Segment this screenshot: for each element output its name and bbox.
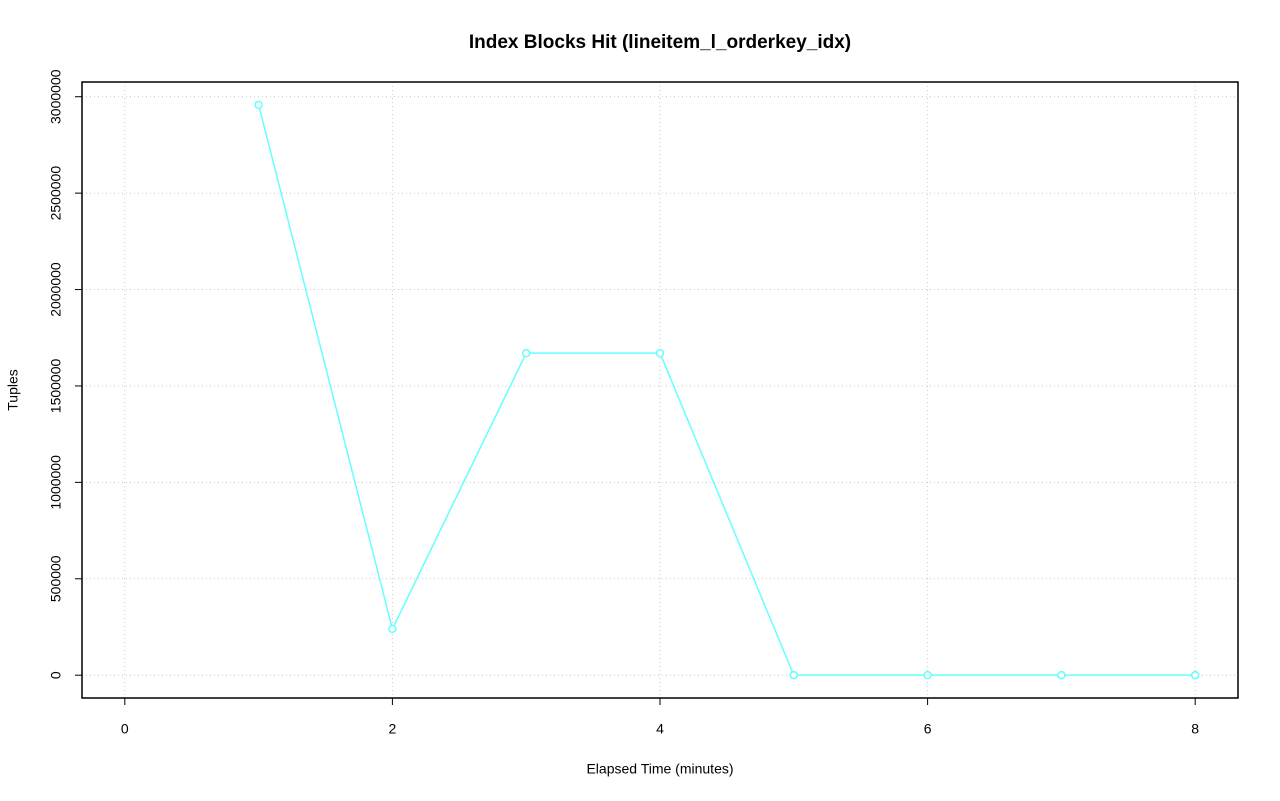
data-point: [521, 348, 531, 358]
y-tick-label: 500000: [48, 555, 64, 602]
x-tick-label: 8: [1191, 721, 1199, 737]
y-tick-label: 2000000: [48, 262, 64, 317]
y-tick-label: 1500000: [48, 358, 64, 413]
y-tick-label: 3000000: [48, 69, 64, 124]
x-tick-label: 2: [389, 721, 397, 737]
data-point: [254, 100, 263, 110]
chart-title: Index Blocks Hit (lineitem_l_orderkey_id…: [469, 32, 851, 53]
y-tick-label: 2500000: [48, 166, 64, 221]
x-tick-label: 4: [656, 721, 664, 737]
plot-frame: [81, 81, 1239, 699]
data-point: [1057, 670, 1066, 680]
data-point: [923, 670, 932, 680]
y-tick-label: 0: [48, 671, 64, 679]
x-tick-label: 0: [121, 721, 129, 737]
y-axis-label: Tuples: [5, 369, 21, 411]
y-tick-label: 1000000: [48, 455, 64, 510]
data-point: [655, 348, 665, 358]
data-point: [1190, 670, 1200, 680]
data-point: [388, 624, 397, 634]
x-axis-label: Elapsed Time (minutes): [586, 761, 733, 777]
data-line: [257, 104, 1196, 676]
data-point: [789, 670, 799, 680]
x-tick-label: 6: [924, 721, 932, 737]
